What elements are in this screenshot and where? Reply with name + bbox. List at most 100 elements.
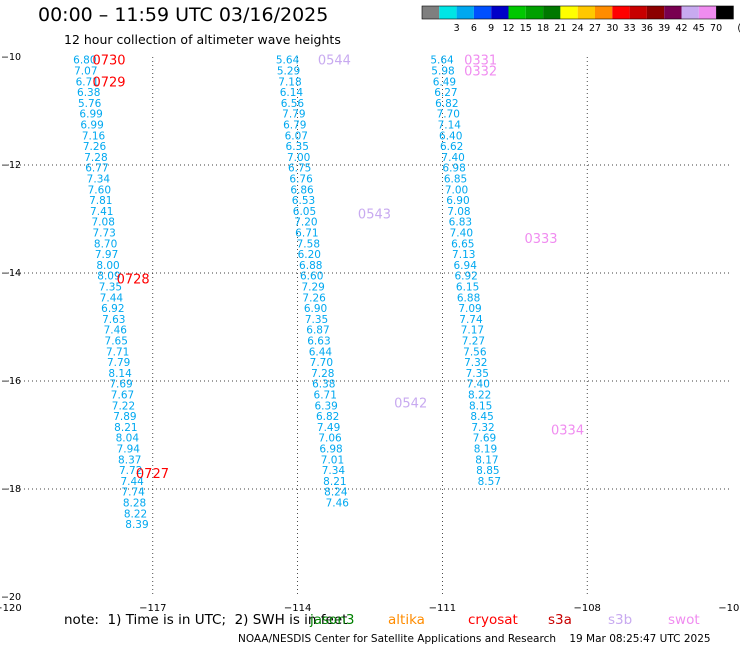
swh-value: 7.06 — [318, 433, 342, 445]
swh-value: 7.00 — [445, 184, 468, 196]
y-tick-label: −10 — [1, 52, 21, 63]
swh-value: 7.14 — [438, 120, 462, 132]
swh-value: 6.88 — [299, 260, 322, 272]
pass-time-label: 0542 — [394, 397, 427, 412]
pass-time-label: 0728 — [117, 272, 150, 287]
swh-value: 6.71 — [76, 76, 99, 88]
swh-value: 7.60 — [88, 184, 111, 196]
pass-time-label: 0332 — [464, 65, 497, 80]
swh-value: 5.98 — [431, 66, 454, 78]
swh-value: 7.58 — [297, 238, 320, 250]
swh-value: 7.71 — [106, 346, 129, 358]
swh-value: 8.14 — [108, 368, 132, 380]
swh-value: 7.97 — [95, 249, 118, 261]
swh-value: 7.40 — [450, 228, 473, 240]
swh-value: 6.44 — [309, 346, 333, 358]
pass-time-label: 0331 — [464, 54, 497, 69]
legend-swatch — [612, 6, 630, 19]
swh-value: 7.70 — [437, 109, 460, 121]
swh-value: 7.79 — [282, 109, 305, 121]
swh-value: 7.44 — [120, 476, 144, 488]
swh-value: 6.99 — [80, 120, 103, 132]
legend-tick-label: 6 — [471, 23, 477, 34]
swh-value: 7.01 — [321, 454, 344, 466]
pass-time-label: 0730 — [92, 54, 125, 69]
legend-swatch — [629, 6, 647, 19]
legend-swatch — [595, 6, 613, 19]
footer-note: note: 1) Time is in UTC; 2) SWH is in fe… — [64, 612, 348, 628]
swh-value: 6.90 — [304, 303, 327, 315]
satellite-cryosat: cryosat — [468, 612, 518, 628]
footer-note-row: note: 1) Time is in UTC; 2) SWH is in fe… — [0, 610, 740, 630]
swh-value: 7.35 — [99, 282, 122, 294]
swh-value: 8.21 — [114, 422, 137, 434]
swh-value: 7.28 — [84, 152, 107, 164]
swh-value: 7.89 — [113, 411, 136, 423]
swh-value: 8.37 — [118, 454, 141, 466]
swh-value: 7.00 — [287, 152, 310, 164]
legend-tick-label: 27 — [589, 23, 601, 34]
swh-value: 6.15 — [456, 282, 479, 294]
swh-value: 8.28 — [123, 498, 146, 510]
swh-value: 7.18 — [278, 76, 301, 88]
swh-value: 6.35 — [286, 141, 309, 153]
swh-value: 6.05 — [293, 206, 316, 218]
swh-value: 8.39 — [125, 519, 148, 531]
satellite-jason3: jason3 — [310, 612, 355, 628]
swh-value: 7.81 — [89, 195, 112, 207]
swh-value: 6.71 — [295, 228, 318, 240]
legend-tick-label: 33 — [624, 23, 636, 34]
swh-value: 7.69 — [109, 379, 132, 391]
swh-value: 7.40 — [467, 379, 490, 391]
swh-value: 6.79 — [283, 120, 306, 132]
pass-time-label: 0333 — [524, 232, 557, 247]
swh-value: 6.62 — [440, 141, 463, 153]
swh-value: 6.80 — [73, 55, 96, 67]
swh-value: 7.69 — [473, 433, 496, 445]
swh-value: 7.41 — [90, 206, 113, 218]
swh-value: 7.40 — [441, 152, 464, 164]
swh-value: 8.00 — [96, 260, 119, 272]
swh-value: 6.92 — [454, 271, 477, 283]
swh-value: 7.13 — [452, 249, 475, 261]
swh-value: 6.86 — [290, 184, 314, 196]
swh-value: 6.49 — [433, 76, 456, 88]
swh-value: 8.45 — [470, 411, 493, 423]
legend-swatch — [577, 6, 595, 19]
legend-tick-label: 42 — [675, 23, 687, 34]
swh-value: 6.20 — [298, 249, 321, 261]
swh-value: 8.15 — [469, 400, 492, 412]
swh-value: 7.09 — [458, 303, 481, 315]
swh-value: 5.64 — [276, 55, 300, 67]
swh-value: 6.53 — [292, 195, 315, 207]
swh-value: 6.65 — [451, 238, 474, 250]
swh-value: 7.34 — [322, 465, 346, 477]
y-tick-label: −12 — [1, 160, 21, 171]
swh-value: 7.26 — [302, 292, 326, 304]
swh-value: 6.39 — [314, 400, 337, 412]
swh-value: 7.32 — [464, 357, 487, 369]
x-tick-label: −105 — [718, 603, 740, 614]
legend-tick-label: 24 — [572, 23, 584, 34]
swh-value: 7.72 — [119, 465, 142, 477]
legend-swatch — [698, 6, 717, 19]
chart-title: 00:00 – 11:59 UTC 03/16/2025 — [38, 4, 329, 26]
legend-swatch — [525, 6, 544, 19]
swh-value: 7.49 — [317, 422, 340, 434]
swh-value: 7.79 — [107, 357, 130, 369]
pass-time-label: 0334 — [551, 424, 584, 439]
pass-time-label: 0543 — [358, 208, 391, 223]
footer-credit: NOAA/NESDIS Center for Satellite Applica… — [238, 633, 711, 645]
swh-value: 7.56 — [463, 346, 487, 358]
swh-value: 6.85 — [444, 174, 467, 186]
swh-value: 6.90 — [446, 195, 469, 207]
swh-value: 7.70 — [310, 357, 333, 369]
swh-value: 8.17 — [475, 454, 498, 466]
swh-value: 6.07 — [285, 130, 308, 142]
swh-value: 6.38 — [77, 87, 100, 99]
legend-tick-label: 39 — [658, 23, 670, 34]
legend-tick-label: 3 — [454, 23, 460, 34]
